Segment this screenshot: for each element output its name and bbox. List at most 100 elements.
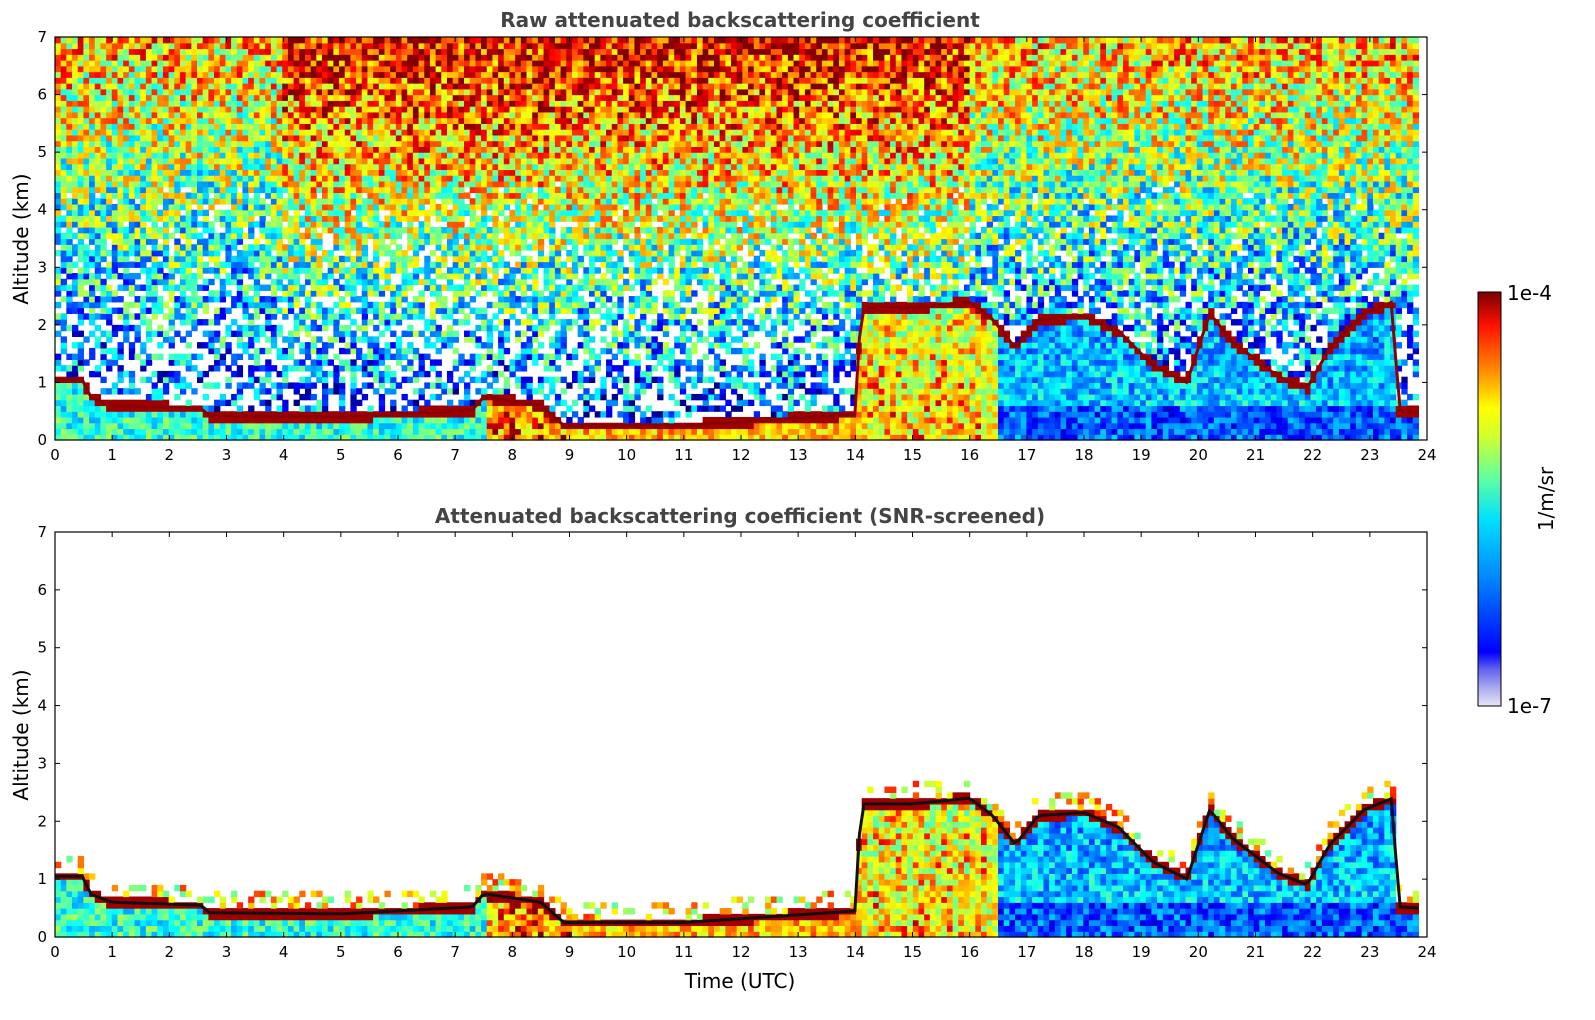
heatmap-cell	[327, 342, 334, 349]
heatmap-cell	[503, 163, 511, 171]
heatmap-cell	[384, 94, 391, 101]
heatmap-cell	[361, 94, 369, 101]
heatmap-cell	[401, 169, 408, 176]
heatmap-cell	[481, 134, 488, 142]
heatmap-cell	[520, 388, 528, 395]
heatmap-cell	[259, 117, 266, 124]
heatmap-cell	[111, 134, 119, 142]
heatmap-cell	[111, 405, 119, 412]
heatmap-cell	[310, 192, 317, 199]
heatmap-cell	[242, 307, 249, 314]
heatmap-cell	[333, 261, 340, 268]
heatmap-cell	[503, 175, 511, 182]
heatmap-cell	[100, 353, 107, 360]
heatmap-cell	[111, 146, 119, 153]
heatmap-cell	[509, 71, 516, 78]
heatmap-cell	[418, 416, 425, 424]
heatmap-cell	[265, 261, 272, 268]
heatmap-cell	[106, 209, 113, 217]
heatmap-cell	[446, 411, 454, 418]
heatmap-cell	[179, 428, 187, 435]
heatmap-cell	[435, 267, 442, 274]
heatmap-cell	[441, 48, 448, 55]
heatmap-cell	[503, 169, 511, 176]
heatmap-cell	[520, 232, 528, 240]
heatmap-cell	[316, 60, 323, 67]
heatmap-cell	[179, 411, 187, 418]
heatmap-cell	[429, 267, 437, 274]
heatmap-cell	[322, 405, 329, 412]
heatmap-cell	[151, 422, 158, 430]
heatmap-cell	[412, 261, 420, 268]
heatmap-cell	[452, 221, 459, 228]
heatmap-cell	[162, 250, 170, 257]
heatmap-cell	[145, 278, 153, 286]
heatmap-cell	[339, 393, 346, 401]
heatmap-cell	[458, 129, 465, 136]
heatmap-cell	[282, 226, 289, 234]
heatmap-cell	[242, 37, 249, 44]
heatmap-cell	[117, 307, 124, 314]
heatmap-cell	[498, 192, 505, 199]
heatmap-cell	[356, 140, 363, 147]
heatmap-cell	[350, 307, 357, 314]
heatmap-cell	[236, 152, 244, 159]
heatmap-cell	[248, 180, 255, 188]
heatmap-cell	[185, 278, 192, 286]
heatmap-cell	[117, 71, 124, 78]
heatmap-cell	[94, 336, 102, 343]
heatmap-cell	[174, 428, 181, 435]
heatmap-cell	[202, 152, 209, 159]
heatmap-cell	[333, 336, 340, 343]
heatmap-cell	[106, 296, 113, 303]
heatmap-cell	[333, 301, 340, 309]
heatmap-cell	[162, 65, 170, 73]
heatmap-cell	[202, 278, 209, 286]
heatmap-cell	[486, 416, 494, 424]
heatmap-cell	[327, 370, 334, 378]
heatmap-cell	[429, 134, 437, 142]
heatmap-cell	[276, 152, 283, 159]
heatmap-cell	[515, 48, 522, 55]
heatmap-cell	[429, 129, 437, 136]
heatmap-cell	[412, 37, 420, 44]
heatmap-cell	[242, 261, 249, 268]
heatmap-cell	[117, 48, 124, 55]
heatmap-cell	[446, 244, 454, 251]
heatmap-cell	[452, 83, 459, 90]
heatmap-cell	[310, 319, 317, 326]
heatmap-cell	[418, 77, 425, 84]
heatmap-cell	[236, 180, 244, 188]
heatmap-cell	[140, 405, 147, 412]
heatmap-cell	[151, 186, 158, 194]
heatmap-cell	[418, 232, 425, 240]
heatmap-cell	[253, 65, 261, 73]
heatmap-cell	[145, 376, 153, 384]
heatmap-cell	[304, 88, 312, 96]
heatmap-cell	[111, 48, 119, 55]
heatmap-cell	[293, 198, 300, 205]
heatmap-cell	[185, 163, 192, 171]
heatmap-cell	[350, 365, 357, 372]
heatmap-cell	[509, 244, 516, 251]
heatmap-cell	[145, 422, 153, 430]
heatmap-cell	[168, 175, 175, 182]
heatmap-cell	[509, 313, 516, 320]
heatmap-cell	[327, 267, 334, 274]
heatmap-cell	[276, 94, 283, 101]
heatmap-cell	[145, 255, 153, 263]
heatmap-cell	[72, 365, 79, 372]
heatmap-cell	[503, 203, 511, 211]
heatmap-cell	[509, 422, 516, 430]
heatmap-cell	[481, 37, 488, 44]
heatmap-cell	[293, 152, 300, 159]
heatmap-cell	[214, 434, 221, 441]
heatmap-cell	[492, 157, 499, 165]
heatmap-cell	[418, 42, 425, 50]
heatmap-cell	[117, 324, 124, 332]
heatmap-cell	[72, 37, 79, 44]
heatmap-cell	[429, 307, 437, 314]
heatmap-cell	[89, 422, 96, 430]
heatmap-cell	[242, 244, 249, 251]
heatmap-cell	[191, 307, 198, 314]
